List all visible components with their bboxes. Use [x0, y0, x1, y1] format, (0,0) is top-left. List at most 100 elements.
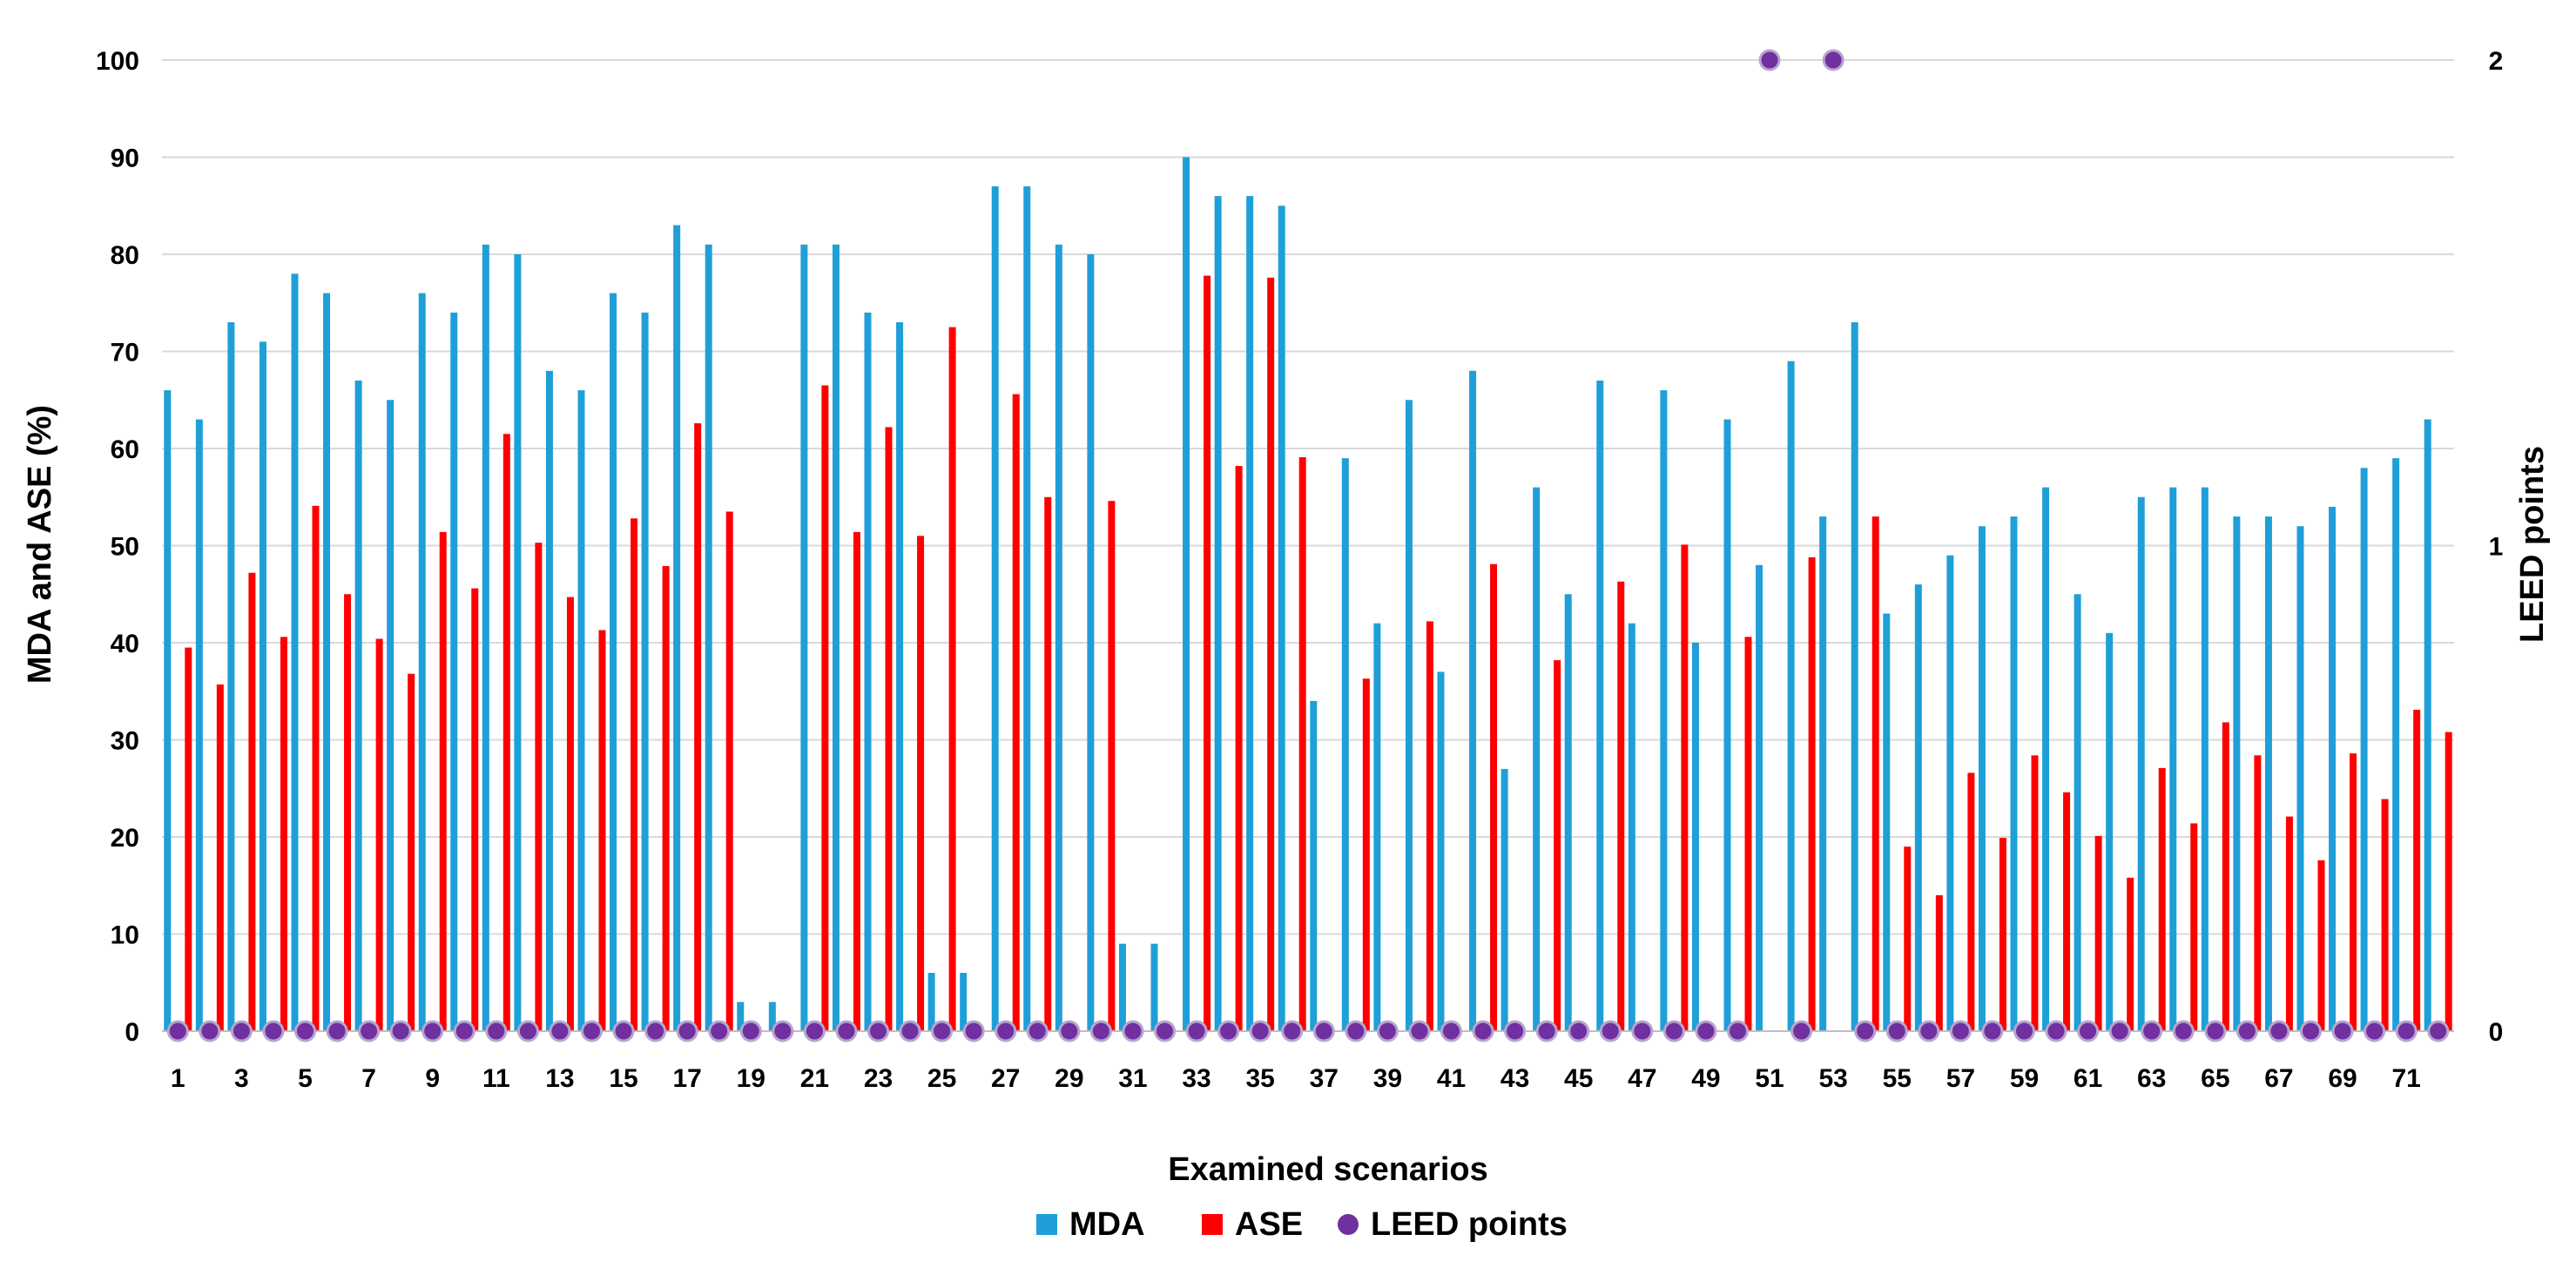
- bar-mda: [2424, 419, 2431, 1031]
- y2-tick-label: 1: [2489, 533, 2504, 562]
- bar-mda: [354, 380, 362, 1031]
- x-tick-label: 49: [1691, 1064, 1720, 1093]
- bar-mda: [1310, 700, 1318, 1031]
- bar-mda: [2329, 506, 2337, 1031]
- bar-ase: [917, 536, 925, 1031]
- x-tick-label: 7: [361, 1064, 376, 1093]
- bar-mda: [323, 293, 331, 1032]
- bar-mda: [2137, 496, 2145, 1031]
- leed-point: [835, 1020, 858, 1042]
- x-tick-label: 29: [1055, 1064, 1083, 1093]
- x-tick-label: 35: [1245, 1064, 1274, 1093]
- bar-ase: [312, 505, 320, 1031]
- x-tick-label: 57: [1946, 1064, 1975, 1093]
- leed-point: [962, 1020, 985, 1042]
- legend-label-mda: MDA: [1069, 1206, 1145, 1243]
- leed-point: [2172, 1020, 2195, 1042]
- bar-mda: [864, 312, 872, 1031]
- bar-mda: [1914, 584, 1922, 1031]
- bar-ase: [2413, 709, 2421, 1031]
- leed-point: [1185, 1020, 1208, 1042]
- bar-mda: [1596, 380, 1604, 1031]
- leed-point: [2364, 1020, 2386, 1042]
- bar-ase: [1808, 557, 1816, 1031]
- gridlines: [162, 59, 2454, 935]
- bar-mda: [1851, 322, 1858, 1031]
- leed-point: [1154, 1020, 1176, 1042]
- bar-mda: [1819, 516, 1827, 1031]
- bar-ase: [1904, 847, 1912, 1031]
- bar-mda: [2233, 516, 2241, 1031]
- leed-point: [1790, 1020, 1813, 1042]
- leed-point: [166, 1020, 189, 1042]
- leed-point: [1504, 1020, 1527, 1042]
- bar-ase: [1235, 466, 1243, 1031]
- leed-point: [1122, 1020, 1144, 1042]
- x-tick-label: 25: [927, 1064, 956, 1093]
- bar-ase: [2254, 755, 2262, 1031]
- y-tick-label: 80: [111, 241, 139, 270]
- leed-point: [2427, 1020, 2450, 1042]
- bar-mda: [737, 1002, 745, 1031]
- y-tick-label: 20: [111, 824, 139, 853]
- leed-point: [1345, 1020, 1367, 1042]
- leed-point: [1822, 49, 1844, 71]
- bar-mda: [387, 400, 394, 1031]
- x-tick-label: 27: [991, 1064, 1020, 1093]
- y-tick-label: 40: [111, 630, 139, 658]
- leed-point: [2141, 1020, 2163, 1042]
- bar-ase: [2127, 877, 2134, 1031]
- bar-mda: [1691, 643, 1699, 1031]
- x-tick-label: 45: [1564, 1064, 1593, 1093]
- bar-ase: [2031, 755, 2039, 1031]
- y2-tick-label: 2: [2489, 47, 2504, 76]
- bar-ase: [821, 385, 829, 1031]
- leed-point: [803, 1020, 826, 1042]
- y-tick-label: 60: [111, 435, 139, 464]
- bar-mda: [1405, 400, 1413, 1031]
- bar-ase: [216, 684, 224, 1031]
- bar-ase: [598, 630, 606, 1031]
- legend-marker-leed: [1338, 1214, 1359, 1235]
- leed-point: [453, 1020, 475, 1042]
- leed-point: [676, 1020, 698, 1042]
- leed-point: [1981, 1020, 2004, 1042]
- x-tick-label: 47: [1628, 1064, 1656, 1093]
- leed-point: [1217, 1020, 1240, 1042]
- bar-ase: [566, 597, 574, 1031]
- bar-mda: [1246, 196, 1254, 1032]
- legend-swatch-ase: [1202, 1214, 1223, 1235]
- bar-ase: [344, 594, 352, 1031]
- bar-mda: [1500, 768, 1508, 1031]
- bar-ase: [502, 434, 510, 1031]
- bar-ase: [1554, 660, 1561, 1031]
- leed-point: [326, 1020, 348, 1042]
- leed-point: [2268, 1020, 2290, 1042]
- bar-ase: [375, 638, 383, 1031]
- bar-mda: [1023, 186, 1031, 1031]
- bar-ase: [2158, 767, 2166, 1031]
- bar-ase: [631, 518, 638, 1031]
- x-tick-label: 55: [1883, 1064, 1912, 1093]
- x-tick-label: 67: [2264, 1064, 2293, 1093]
- bar-mda: [2169, 487, 2177, 1031]
- bar-ase: [1298, 457, 1306, 1031]
- bar-mda: [2106, 632, 2114, 1031]
- bar-mda: [1118, 943, 1126, 1031]
- leed-point: [708, 1020, 731, 1042]
- bar-mda: [832, 244, 840, 1032]
- bar-ase: [2381, 799, 2389, 1031]
- bar-ase: [1108, 501, 1116, 1031]
- bar-mda: [2042, 487, 2050, 1031]
- leed-point: [867, 1020, 889, 1042]
- legend-label-leed: LEED points: [1371, 1206, 1568, 1243]
- leed-point: [294, 1020, 316, 1042]
- bar-ase: [1426, 621, 1433, 1031]
- leed-point: [516, 1020, 539, 1042]
- bar-mda: [1214, 196, 1222, 1032]
- leed-point: [2045, 1020, 2067, 1042]
- bar-mda: [1628, 623, 1635, 1031]
- leed-point: [1885, 1020, 1908, 1042]
- leed-point: [199, 1020, 221, 1042]
- y-tick-label: 100: [96, 47, 139, 76]
